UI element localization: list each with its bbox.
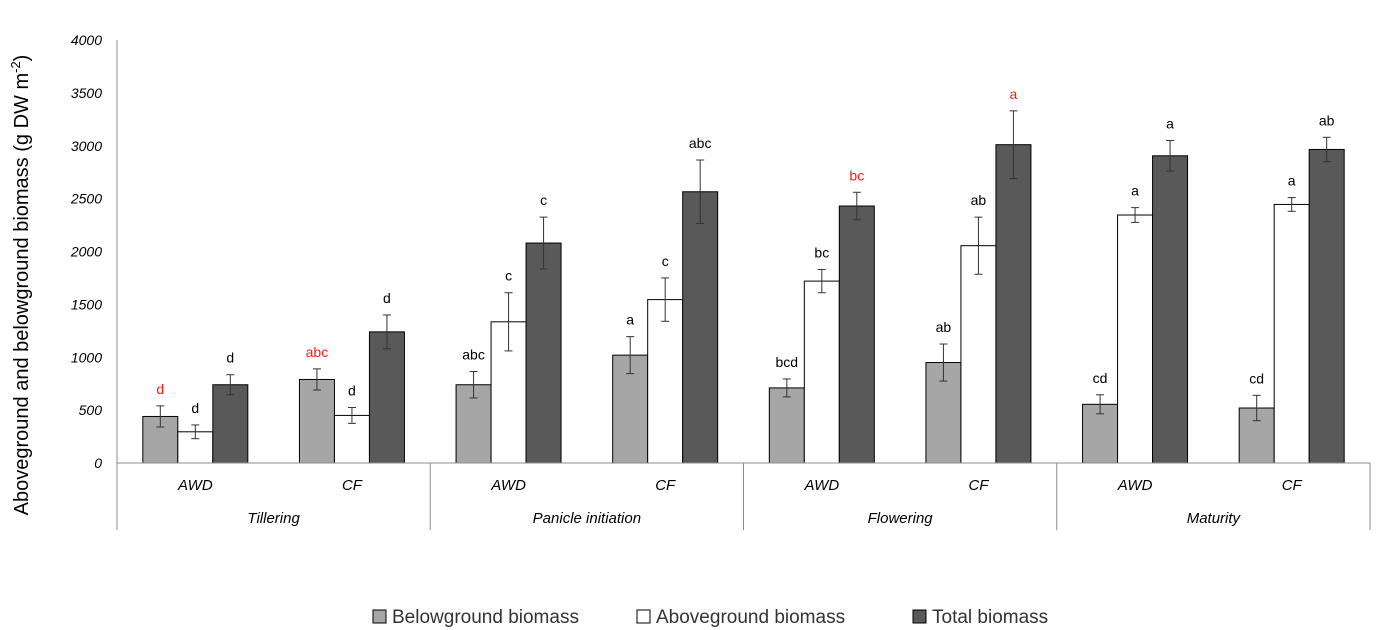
significance-letter: a [1166, 115, 1174, 131]
y-tick-label: 2500 [70, 191, 102, 207]
error-bars [156, 110, 1331, 440]
significance-letter: bc [814, 244, 829, 260]
significance-letter: c [540, 192, 547, 208]
significance-letter: d [348, 382, 356, 398]
significance-letter: d [226, 350, 234, 366]
significance-letter: bc [849, 167, 864, 183]
significance-letter: abc [306, 344, 329, 360]
y-axis-title-close: ) [11, 55, 33, 62]
treatment-label: CF [655, 477, 676, 494]
significance-letter: abc [689, 135, 712, 151]
y-tick-label: 4000 [71, 32, 102, 48]
aboveground-bar [960, 245, 997, 464]
bars [142, 144, 1345, 464]
legend-label: Aboveground biomass [656, 607, 845, 628]
significance-letter: cd [1093, 370, 1108, 386]
total-bar [995, 144, 1032, 464]
aboveground-bar [1117, 214, 1154, 464]
y-tick-label: 1500 [71, 296, 102, 312]
significance-letter: c [662, 253, 669, 269]
total-bar [368, 331, 405, 464]
total-bar [838, 205, 875, 464]
y-axis-title: Aboveground and belowground biomass (g D… [8, 55, 33, 516]
legend-label: Total biomass [932, 607, 1048, 628]
stage-label: Flowering [868, 510, 934, 527]
y-tick-label: 500 [79, 402, 103, 418]
significance-letter: d [191, 400, 199, 416]
treatment-label: AWD [177, 477, 213, 494]
y-tick-label: 2000 [70, 244, 102, 260]
treatment-label: AWD [490, 477, 526, 494]
legend: Belowground biomass Aboveground biomass To… [372, 607, 1048, 628]
significance-letter: a [626, 312, 634, 328]
aboveground-bar [803, 280, 840, 464]
treatment-label: CF [968, 477, 989, 494]
belowground-bar [298, 378, 335, 464]
significance-letter: a [1131, 183, 1139, 199]
total-bar [1152, 155, 1189, 464]
legend-swatch [372, 609, 387, 624]
legend-swatch [636, 609, 651, 624]
significance-letter: d [156, 381, 164, 397]
stage-label: Maturity [1187, 510, 1242, 527]
y-axis-title-superscript: -2 [8, 61, 23, 73]
significance-letters: d d d abc d d abc c c a c abc bcd bc bc ab ab a cd a a cd a ab [156, 86, 1334, 416]
stage-label: Tillering [247, 510, 300, 527]
aboveground-bar [647, 299, 684, 464]
stage-label: Panicle initiation [533, 510, 641, 527]
significance-letter: abc [462, 347, 485, 363]
significance-letter: ab [1319, 112, 1335, 128]
y-tick-label: 3500 [71, 85, 102, 101]
total-bar [212, 384, 249, 464]
treatment-label: CF [342, 477, 363, 494]
y-tick-label: 0 [94, 455, 102, 471]
significance-letter: a [1010, 86, 1018, 102]
belowground-bar [768, 387, 805, 464]
legend-swatch [912, 609, 927, 624]
y-axis: 0 500 1000 1500 2000 2500 3000 3500 4000 [70, 32, 118, 471]
treatment-label: CF [1282, 477, 1303, 494]
significance-letter: ab [936, 319, 952, 335]
legend-label: Belowground biomass [392, 607, 579, 628]
treatment-label: AWD [803, 477, 839, 494]
y-axis-title-main: Aboveground and belowground biomass (g D… [11, 73, 33, 515]
total-bar [525, 242, 562, 464]
treatment-label: AWD [1117, 477, 1153, 494]
significance-letter: ab [971, 192, 987, 208]
significance-letter: bcd [776, 354, 799, 370]
significance-letter: d [383, 290, 391, 306]
y-tick-label: 1000 [71, 349, 102, 365]
total-bar [1308, 148, 1345, 464]
total-bar [682, 191, 719, 464]
aboveground-bar [1273, 203, 1310, 464]
significance-letter: cd [1249, 370, 1264, 386]
significance-letter: c [505, 268, 512, 284]
y-tick-label: 3000 [71, 138, 102, 154]
x-axis: Tillering AWD CF Panicle initiation AWD CF Flo… [116, 462, 1371, 530]
significance-letter: a [1288, 173, 1296, 189]
